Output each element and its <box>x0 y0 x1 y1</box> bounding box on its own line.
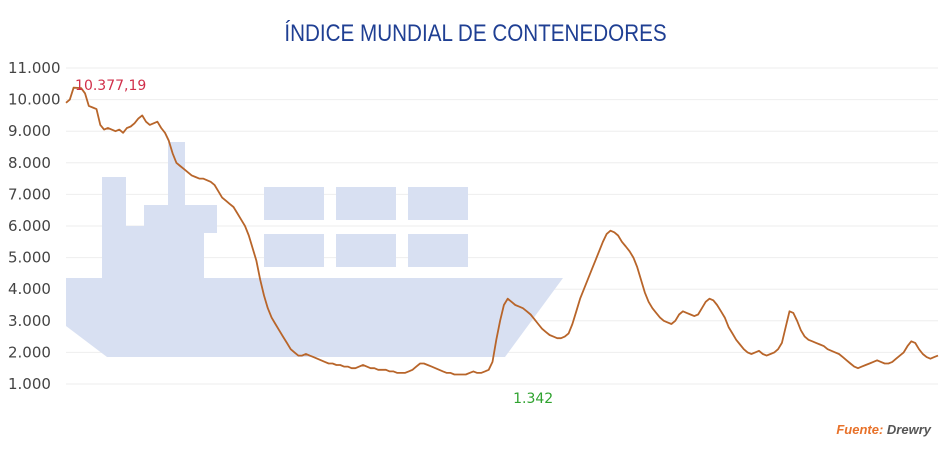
ship-container <box>408 234 468 267</box>
ship-superstructure <box>144 205 217 233</box>
y-tick-label: 10.000 <box>8 91 61 109</box>
y-tick-label: 3.000 <box>8 312 51 330</box>
annotations: 10.377,191.3421.899 <box>75 78 553 407</box>
source-label: Fuente: <box>836 422 884 437</box>
y-tick-label: 5.000 <box>8 249 51 267</box>
ship-funnel <box>168 142 185 205</box>
annotation-max: 10.377,19 <box>75 78 146 94</box>
y-tick-label: 7.000 <box>8 185 51 203</box>
ship-container <box>264 234 324 267</box>
container-ship-icon <box>66 142 563 357</box>
ship-superstructure <box>126 226 144 278</box>
ship-superstructure <box>102 177 126 278</box>
source-note: Fuente: Drewry <box>836 422 931 437</box>
ship-superstructure <box>144 233 204 278</box>
y-tick-label: 6.000 <box>8 217 51 235</box>
y-tick-label: 1.000 <box>8 375 51 393</box>
ship-container <box>264 187 324 220</box>
y-tick-label: 9.000 <box>8 122 51 140</box>
ship-container <box>336 187 396 220</box>
ship-hull <box>66 278 563 357</box>
y-tick-label: 8.000 <box>8 154 51 172</box>
source-value: Drewry <box>886 422 931 437</box>
y-tick-label: 11.000 <box>8 59 61 77</box>
ship-container <box>408 187 468 220</box>
y-tick-label: 2.000 <box>8 343 51 361</box>
series-layer <box>65 86 939 376</box>
ship-container <box>336 234 396 267</box>
y-axis: 1.000 2.000 3.000 4.000 5.000 6.000 7.000 8.000… <box>8 59 61 393</box>
chart-title: ÍNDICE MUNDIAL DE CONTENEDORES <box>284 20 667 47</box>
y-tick-label: 4.000 <box>8 280 51 298</box>
annotation-min: 1.342 <box>513 391 553 407</box>
series-line <box>65 86 939 376</box>
